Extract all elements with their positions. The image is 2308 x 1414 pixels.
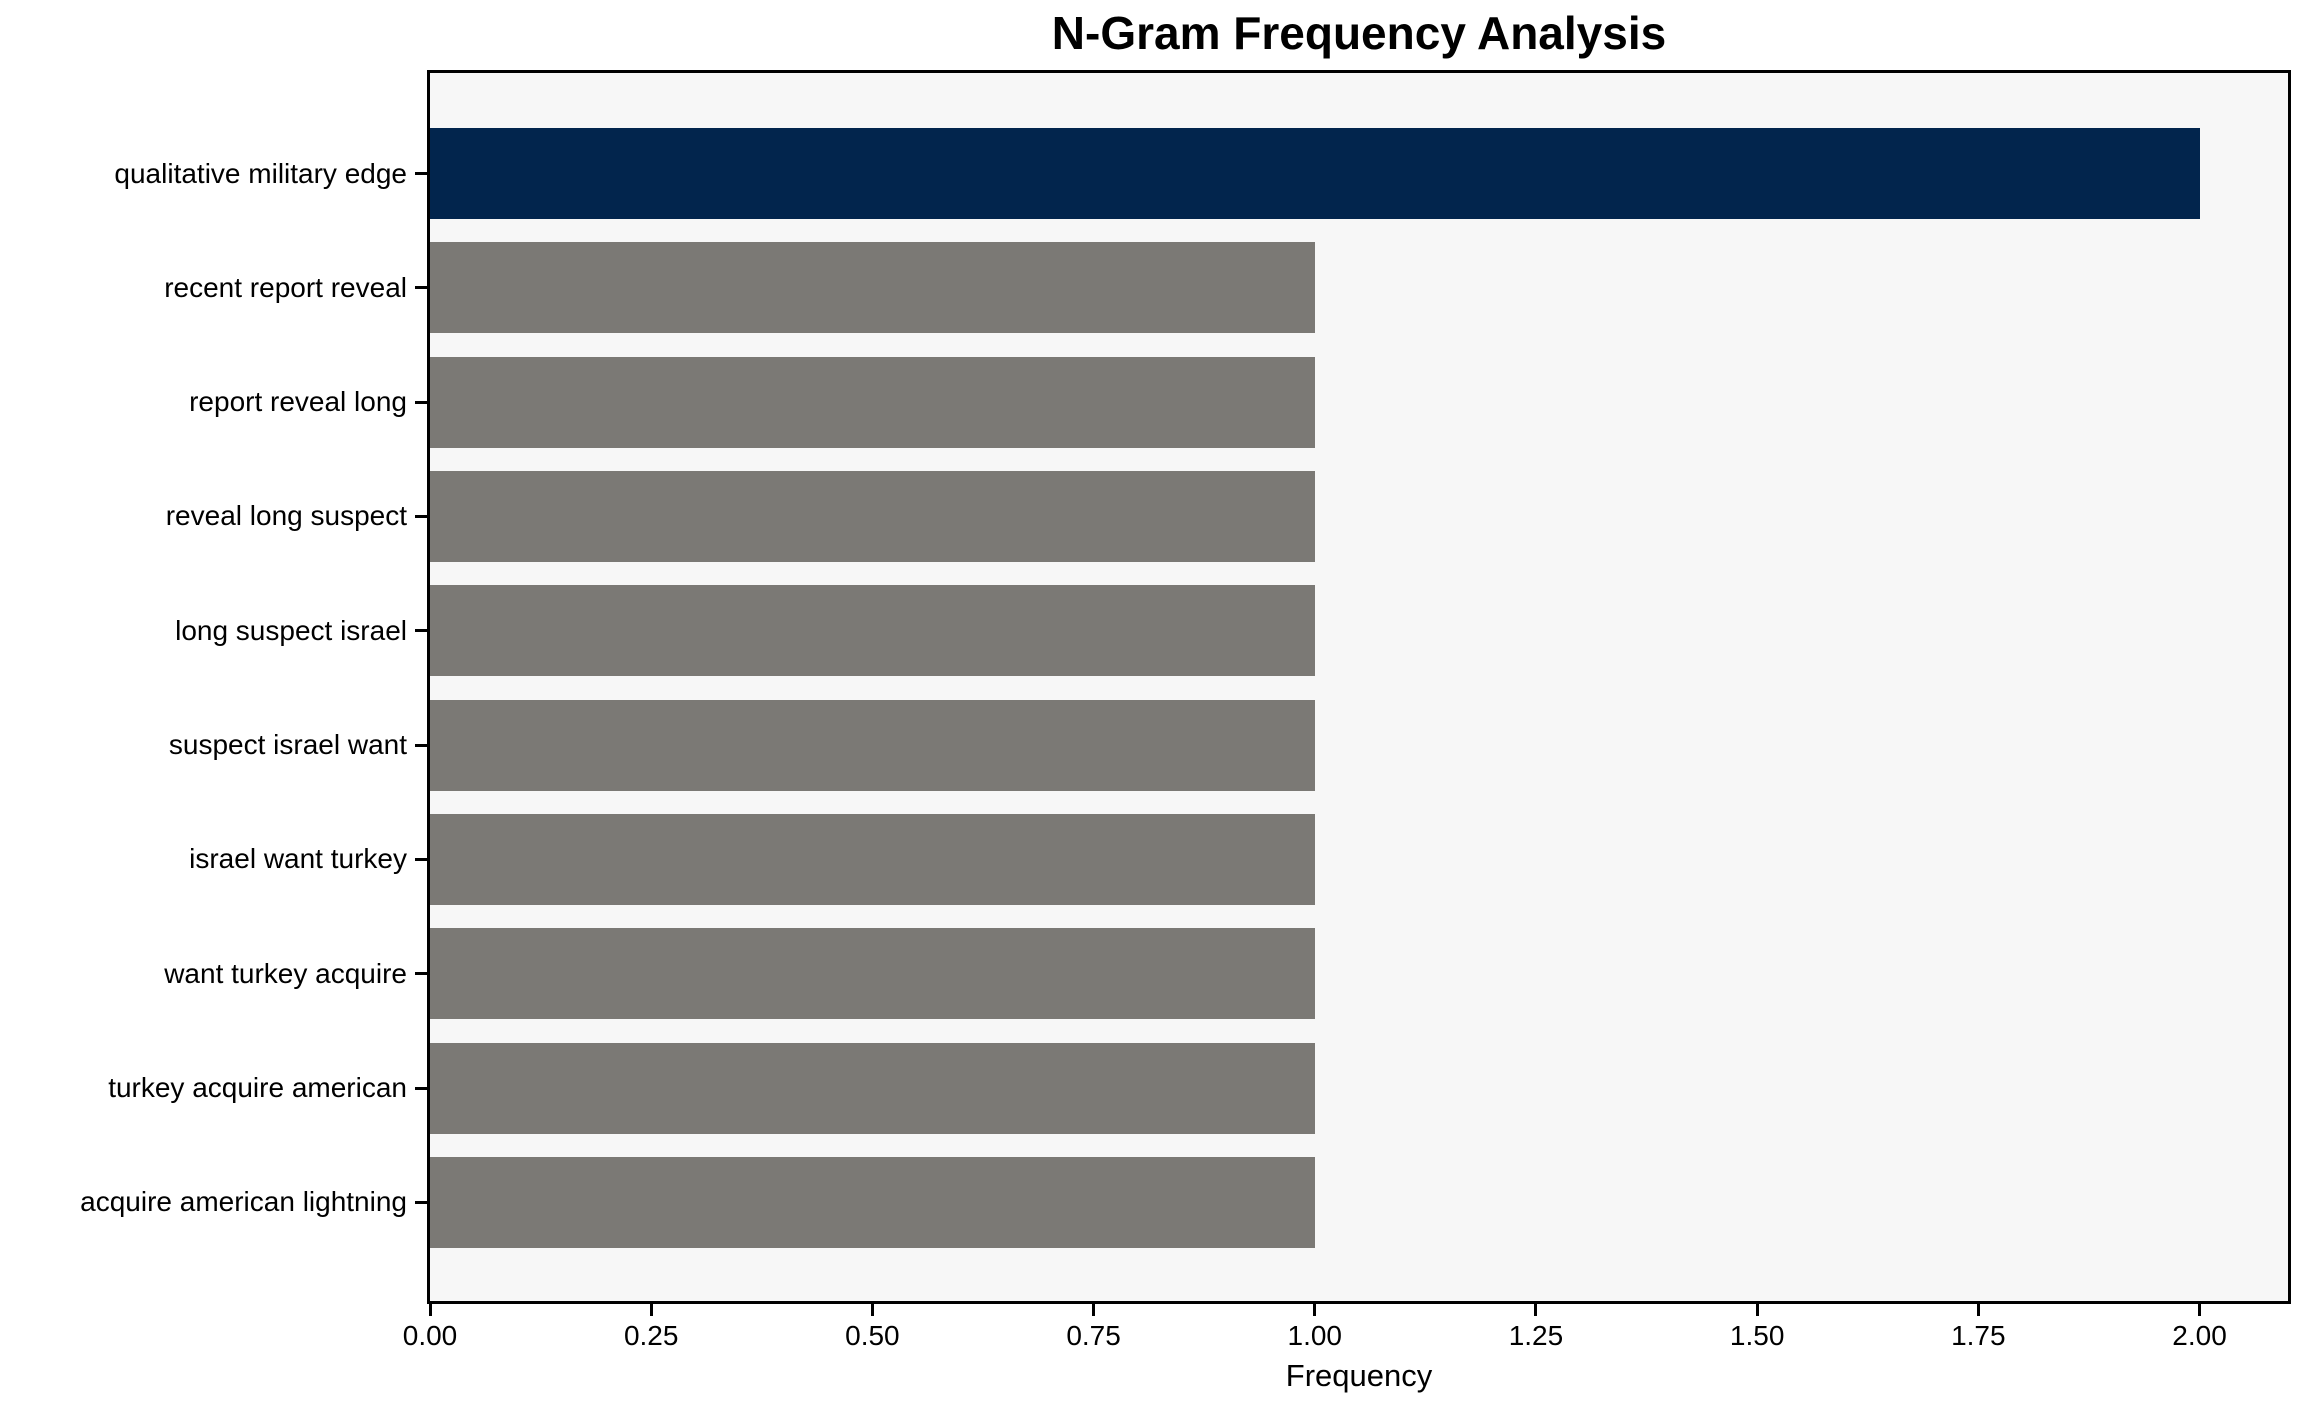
bar: [430, 928, 1315, 1020]
y-tick: [415, 972, 427, 976]
bar: [430, 1042, 1315, 1134]
y-tick-label: acquire american lightning: [80, 1186, 407, 1218]
x-tick-label: 1.25: [1508, 1320, 1564, 1351]
y-tick-label: recent report reveal: [164, 271, 407, 303]
y-tick-label: reveal long suspect: [165, 500, 407, 532]
bars-container: [430, 73, 2288, 1301]
x-tick: [1534, 1304, 1538, 1316]
bar: [430, 128, 2200, 219]
y-tick-label: qualitative military edge: [114, 157, 407, 189]
bar: [430, 470, 1315, 562]
x-tick: [870, 1304, 874, 1316]
chart-title: N-Gram Frequency Analysis: [1051, 7, 1667, 59]
x-tick-label: 1.50: [1729, 1320, 1785, 1351]
bar: [430, 356, 1315, 448]
x-tick: [1092, 1304, 1096, 1316]
y-tick-label: want turkey acquire: [164, 957, 407, 989]
y-tick: [415, 1200, 427, 1204]
y-tick: [415, 857, 427, 861]
x-tick-label: 1.75: [1951, 1320, 2006, 1351]
x-tick: [2198, 1304, 2202, 1316]
x-tick-label: 1.00: [1287, 1320, 1343, 1351]
x-tick-label: 0.75: [1066, 1320, 1121, 1351]
y-tick-label: report reveal long: [189, 386, 407, 418]
y-tick-label: long suspect israel: [175, 614, 407, 646]
y-tick-label: suspect israel want: [168, 729, 407, 761]
x-axis-title: Frequency: [1285, 1358, 1433, 1393]
x-tick-label: 0.00: [402, 1320, 458, 1351]
bar: [430, 585, 1315, 677]
bar: [430, 1156, 1315, 1248]
x-tick-label: 0.50: [845, 1320, 900, 1351]
plot-area: [427, 70, 2291, 1304]
x-tick: [1976, 1304, 1980, 1316]
x-tick-label: 2.00: [2172, 1320, 2227, 1351]
x-tick: [649, 1304, 653, 1316]
x-tick: [1313, 1304, 1317, 1316]
y-tick-label: turkey acquire american: [108, 1072, 407, 1104]
bar: [430, 242, 1315, 334]
bar: [430, 813, 1315, 905]
x-tick: [428, 1304, 432, 1316]
y-tick: [415, 1086, 427, 1090]
bar: [430, 699, 1315, 791]
y-tick: [415, 514, 427, 518]
x-tick-label: 0.25: [623, 1320, 679, 1351]
y-tick: [415, 629, 427, 633]
x-tick: [1755, 1304, 1759, 1316]
y-tick: [415, 286, 427, 290]
y-tick-label: israel want turkey: [189, 843, 407, 875]
y-tick: [415, 172, 427, 175]
y-tick: [415, 743, 427, 747]
y-tick: [415, 400, 427, 404]
